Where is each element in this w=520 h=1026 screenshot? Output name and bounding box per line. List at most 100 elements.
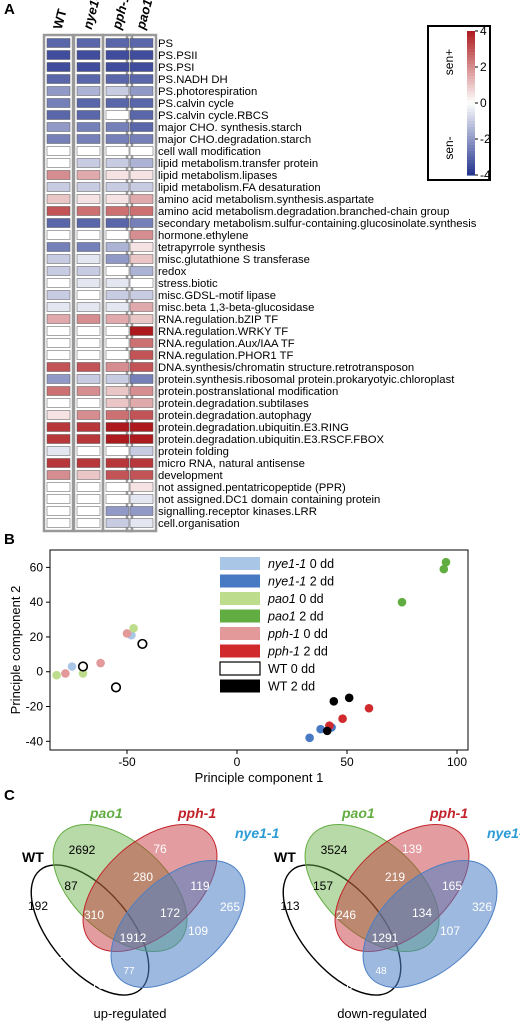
heatmap-row-label: PS.PSII xyxy=(158,50,198,62)
colorbar-swatch xyxy=(467,169,475,173)
legend-stage: 2 dd xyxy=(299,610,323,624)
panel-label-b: B xyxy=(4,531,15,548)
heatmap-cell xyxy=(105,290,130,300)
heatmap-cell xyxy=(46,206,71,216)
venn-set-ellipse xyxy=(282,864,402,996)
scatter-point xyxy=(364,703,374,713)
venn-caption: down-regulated xyxy=(337,1006,427,1021)
heatmap-cell xyxy=(129,278,154,288)
colorbar-tick-label: 2 xyxy=(480,60,487,74)
heatmap-cell xyxy=(76,458,101,468)
heatmap-row-label: misc.glutathione S transferase xyxy=(158,254,310,266)
heatmap-cell xyxy=(46,266,71,276)
legend-genotype: pao1 xyxy=(267,592,299,606)
venn-region-count: 107 xyxy=(440,924,460,938)
colorbar-swatch xyxy=(467,151,475,155)
heatmap-cell xyxy=(76,134,101,144)
colorbar-swatch xyxy=(467,160,475,164)
legend-genotype: pph-1 xyxy=(267,645,303,659)
heatmap-cell xyxy=(105,446,130,456)
heatmap-cell xyxy=(76,482,101,492)
heatmap-cell xyxy=(46,110,71,120)
venn-region-count: 157 xyxy=(313,879,333,893)
heatmap-cell xyxy=(76,182,101,192)
heatmap-cell xyxy=(76,146,101,156)
colorbar-swatch xyxy=(467,124,475,128)
heatmap-cell xyxy=(105,506,130,516)
heatmap-row-label: RNA.regulation.WRKY TF xyxy=(158,326,288,338)
colorbar-swatch xyxy=(467,88,475,92)
venn-region-count: 280 xyxy=(133,870,153,884)
venn-region-count: 134 xyxy=(412,906,432,920)
heatmap-cell xyxy=(105,242,130,252)
venn-region-count: 3524 xyxy=(321,843,348,857)
colorbar-swatch xyxy=(467,127,475,131)
heatmap-cell xyxy=(46,314,71,324)
heatmap-row-label: signalling.receptor kinases.LRR xyxy=(158,506,317,518)
heatmap-row-label: lipid metabolism.transfer protein xyxy=(158,158,318,170)
heatmap-cell xyxy=(129,74,154,84)
heatmap-cell xyxy=(129,38,154,48)
colorbar-swatch xyxy=(467,139,475,143)
scatter-point xyxy=(61,669,70,678)
x-tick-label: 100 xyxy=(447,755,467,769)
venn-region-count: 172 xyxy=(160,906,180,920)
heatmap-cell xyxy=(129,446,154,456)
heatmap-cell xyxy=(105,386,130,396)
venn-region-count: 192 xyxy=(28,899,48,913)
colorbar-swatch xyxy=(467,31,475,35)
colorbar-swatch xyxy=(467,37,475,41)
legend-swatch xyxy=(220,679,260,693)
heatmap-row-label: cell wall modification xyxy=(158,146,261,158)
y-tick-label: -40 xyxy=(26,734,44,748)
heatmap-cell xyxy=(76,350,101,360)
heatmap-row-label: not assigned.pentatricopeptide (PPR) xyxy=(158,482,346,494)
venn-region-count: 1912 xyxy=(120,931,147,945)
colorbar-swatch xyxy=(467,172,475,176)
legend-label: nye1-1 0 dd xyxy=(268,557,334,571)
heatmap-cell xyxy=(46,50,71,60)
panel-label-a: A xyxy=(4,1,15,18)
colorbar-tick-label: -4 xyxy=(480,168,491,182)
venn-region-count: 326 xyxy=(472,900,492,914)
heatmap-cell xyxy=(105,278,130,288)
scatter-point xyxy=(329,697,339,706)
heatmap-cell xyxy=(129,218,154,228)
venn-region-count: 101 xyxy=(91,978,111,992)
heatmap-cell xyxy=(129,470,154,480)
pca-scatter-panel: -50 0 50 100 -40 -20 0 20 40 60 Principle componen… xyxy=(8,549,469,785)
legend-stage: 2 dd xyxy=(310,575,334,589)
heatmap-cell xyxy=(46,62,71,72)
heatmap-cell xyxy=(46,470,71,480)
legend-swatch xyxy=(220,627,260,640)
heatmap-cell xyxy=(46,146,71,156)
venn-diagram: WT pao1 pph-1 nye1-1 3524 139 326 113 157 219 165 2… xyxy=(274,805,520,1021)
heatmap-cell xyxy=(129,398,154,408)
heatmap-cell xyxy=(46,458,71,468)
colorbar-swatch xyxy=(467,61,475,65)
legend-genotype: pph-1 xyxy=(267,627,303,641)
heatmap-cell xyxy=(46,254,71,264)
colorbar-swatch xyxy=(467,40,475,44)
heatmap-cell xyxy=(105,230,130,240)
heatmap-cell xyxy=(46,170,71,180)
heatmap-cell xyxy=(129,62,154,72)
heatmap-cell xyxy=(46,278,71,288)
colorbar-swatch xyxy=(467,112,475,116)
heatmap-row-label: amino acid metabolism.synthesis.aspartat… xyxy=(158,194,374,206)
heatmap-cell xyxy=(46,422,71,432)
legend-swatch xyxy=(220,557,260,570)
heatmap-cell xyxy=(129,230,154,240)
heatmap-cell xyxy=(46,434,71,444)
heatmap-cell xyxy=(76,206,101,216)
scatter-point xyxy=(122,629,132,638)
heatmap-cell xyxy=(46,230,71,240)
heatmap-cell xyxy=(76,98,101,108)
x-tick-label: -50 xyxy=(118,755,136,769)
heatmap-cell xyxy=(46,218,71,228)
heatmap-cell xyxy=(46,122,71,132)
venn-set-label: nye1-1 xyxy=(487,825,520,841)
heatmap-cell xyxy=(76,62,101,72)
venn-set-label: pph-1 xyxy=(429,805,468,821)
venn-region-count: 86 xyxy=(346,978,360,992)
